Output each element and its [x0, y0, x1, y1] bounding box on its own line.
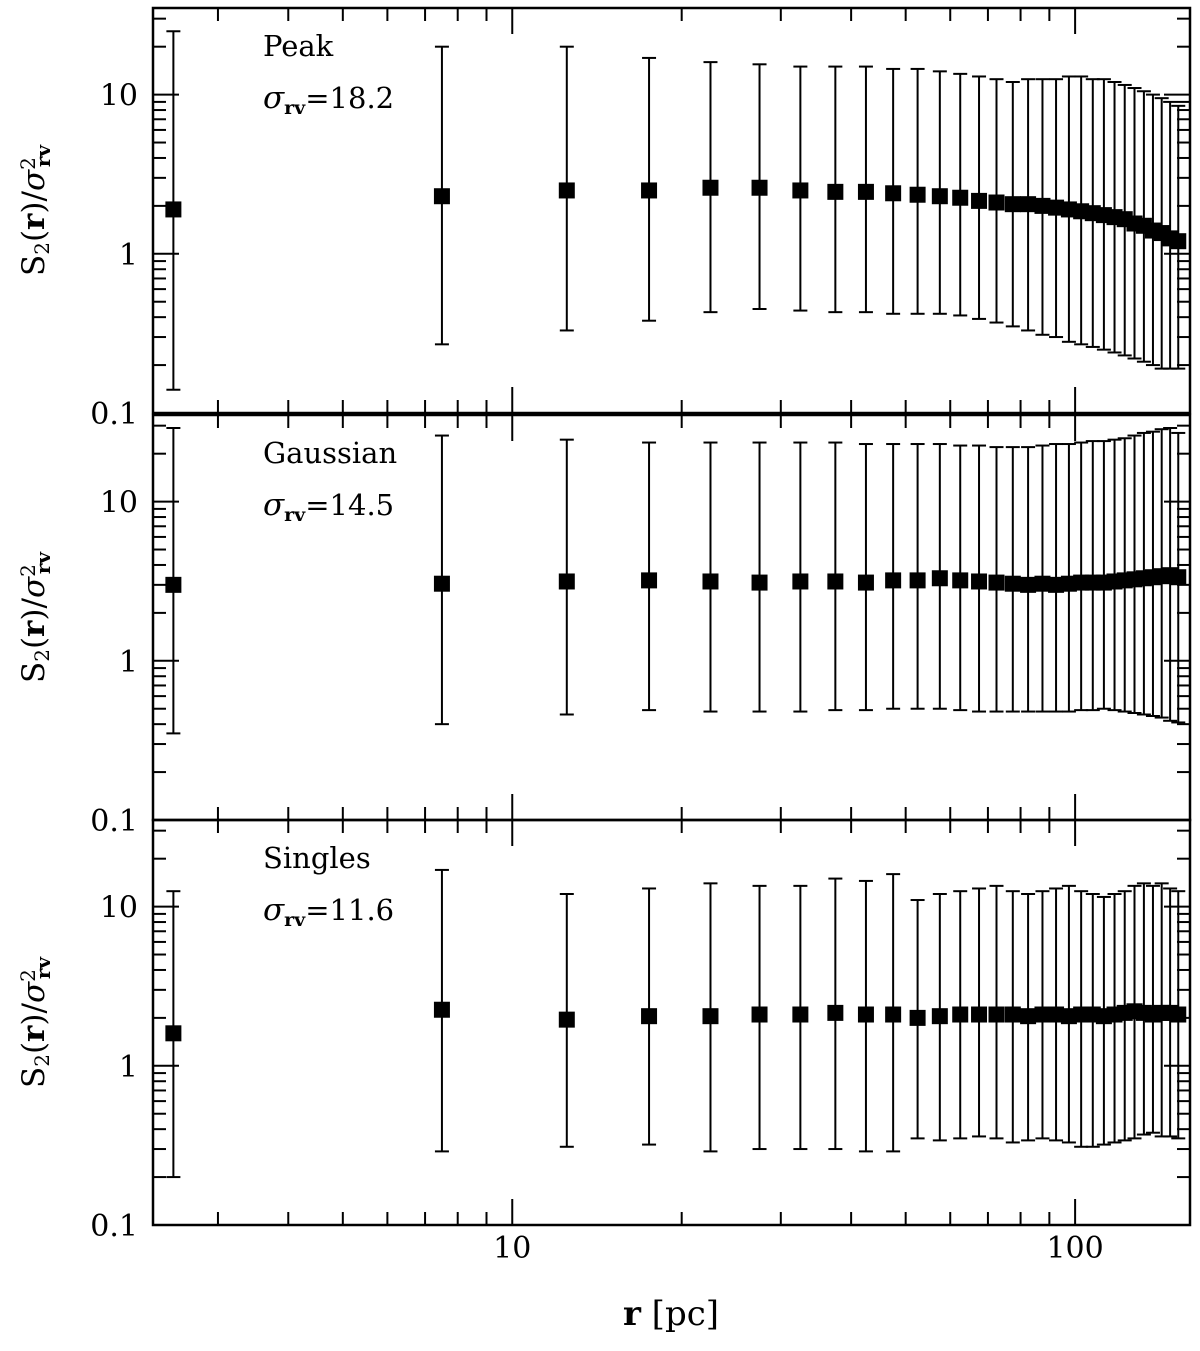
data-point [931, 570, 948, 587]
sigma-annotation: σrv=11.6 [263, 892, 394, 931]
data-point [1020, 196, 1037, 213]
data-point [909, 1009, 926, 1026]
data-point [641, 1008, 658, 1025]
y-tick-label: 0.1 [90, 397, 138, 432]
x-tick-label: 10 [493, 1231, 531, 1266]
data-point [558, 573, 575, 590]
data-point [641, 572, 658, 589]
data-point [971, 1006, 988, 1023]
y-tick-label: 1 [119, 238, 138, 273]
panel-label: Singles [263, 841, 371, 875]
panel-frame [151, 818, 1192, 1227]
data-point [751, 1006, 768, 1023]
panel-label: Gaussian [263, 436, 397, 470]
data-point [1004, 575, 1021, 592]
sigma-annotation: σrv=14.5 [263, 487, 394, 526]
data-point [988, 194, 1005, 211]
data-point [702, 573, 719, 590]
sigma-value: 18.2 [330, 81, 395, 115]
data-point [165, 201, 182, 218]
data-point [1004, 196, 1021, 213]
data-point [1020, 1008, 1037, 1025]
data-point [909, 186, 926, 203]
data-point [1060, 1008, 1077, 1025]
panel-gaussian: 0.1 1 10 S2(r)/σ2rv Gaussian σrv=14.5 [16, 413, 1192, 839]
panel-label: Peak [263, 29, 334, 63]
data-point [1060, 201, 1077, 218]
data-point [558, 182, 575, 199]
data-point [1170, 233, 1187, 250]
data-point [857, 183, 874, 200]
data-point [751, 574, 768, 591]
data-point [751, 179, 768, 196]
y-tick-label: 0.1 [90, 804, 138, 839]
data-point [931, 188, 948, 205]
data-point [433, 188, 450, 205]
data-point [1034, 1006, 1051, 1023]
data-point [165, 576, 182, 593]
y-tick-label: 1 [119, 645, 138, 680]
data-point [971, 573, 988, 590]
data-point [827, 1004, 844, 1021]
data-point [1004, 1006, 1021, 1023]
data-point [857, 1006, 874, 1023]
y-axis-label: S2(r)/σ2rv [16, 956, 55, 1088]
data-point [827, 573, 844, 590]
sigma-value: 14.5 [330, 488, 395, 522]
data-point [952, 189, 969, 206]
data-point [988, 574, 1005, 591]
data-point [1048, 199, 1065, 216]
y-tick-label: 10 [100, 891, 138, 926]
y-tick-label: 10 [100, 79, 138, 114]
panel-peak: 0.1 1 10 S2(r)/σ2rv Peak σrv=18.2 [16, 6, 1192, 432]
data-point [885, 1006, 902, 1023]
data-point [971, 192, 988, 209]
data-point [885, 572, 902, 589]
data-point [1048, 1006, 1065, 1023]
y-axis-label: S2(r)/σ2rv [16, 551, 55, 683]
data-point [433, 1001, 450, 1018]
data-point [433, 575, 450, 592]
data-point [857, 574, 874, 591]
y-tick-label: 1 [119, 1050, 138, 1085]
x-axis-label: r [pc] [623, 1294, 719, 1334]
data-point [702, 1008, 719, 1025]
data-point [1020, 576, 1037, 593]
sigma-annotation: σrv=18.2 [263, 80, 394, 119]
data-point [702, 179, 719, 196]
data-point [988, 1006, 1005, 1023]
data-point [931, 1008, 948, 1025]
panel-frame [151, 6, 1192, 415]
data-point [792, 573, 809, 590]
data-point [792, 182, 809, 199]
data-point [165, 1025, 182, 1042]
sigma-value: 11.6 [330, 893, 395, 927]
data-point [792, 1006, 809, 1023]
x-tick-label: 100 [1046, 1231, 1103, 1266]
panel-singles: 0.1 1 10 S2(r)/σ2rv Singles σrv=11.6 [16, 818, 1192, 1244]
data-point [1048, 576, 1065, 593]
data-point [827, 183, 844, 200]
data-point [1034, 197, 1051, 214]
data-point [952, 572, 969, 589]
panel-frame [151, 413, 1192, 822]
data-point [952, 1006, 969, 1023]
y-tick-label: 0.1 [90, 1209, 138, 1244]
data-point [1060, 575, 1077, 592]
y-axis-label: S2(r)/σ2rv [16, 144, 55, 276]
data-point [558, 1011, 575, 1028]
data-point [1034, 575, 1051, 592]
data-point [641, 182, 658, 199]
data-point [885, 185, 902, 202]
data-point [1170, 569, 1187, 586]
data-point [1170, 1006, 1187, 1023]
y-tick-label: 10 [100, 486, 138, 521]
data-point [909, 572, 926, 589]
